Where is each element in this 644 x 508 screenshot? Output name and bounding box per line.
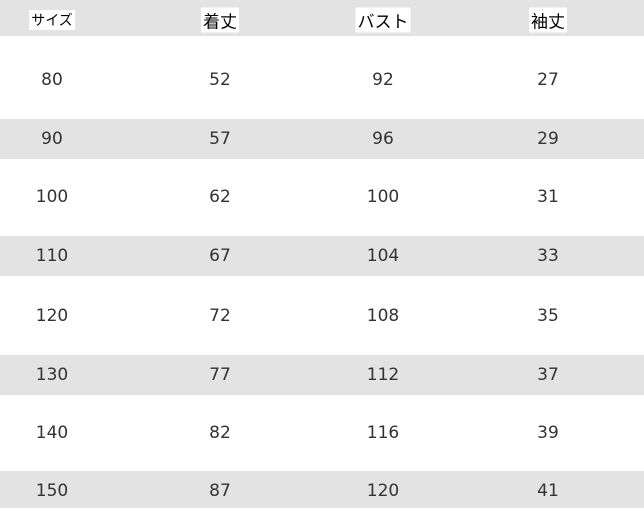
table-cell: 33 xyxy=(537,246,559,266)
table-cell: 120 xyxy=(35,306,69,326)
table-cell: 52 xyxy=(209,70,231,90)
table-cell: 29 xyxy=(537,129,559,149)
table-cell: 90 xyxy=(41,129,63,149)
table-cell: 39 xyxy=(537,423,559,443)
header-cell: 着丈 xyxy=(201,7,239,33)
row-band xyxy=(0,236,644,276)
table-cell: 110 xyxy=(35,246,69,266)
table-cell: 120 xyxy=(366,481,400,501)
table-cell: 150 xyxy=(35,481,69,501)
row-band xyxy=(0,471,644,508)
row-band xyxy=(0,119,644,159)
table-cell: 77 xyxy=(209,365,231,385)
table-cell: 31 xyxy=(537,187,559,207)
table-cell: 62 xyxy=(209,187,231,207)
table-cell: 92 xyxy=(372,70,394,90)
table-cell: 140 xyxy=(35,423,69,443)
header-cell: バスト xyxy=(355,7,411,33)
table-cell: 112 xyxy=(366,365,400,385)
header-cell: サイズ xyxy=(29,10,75,30)
table-cell: 82 xyxy=(209,423,231,443)
row-band xyxy=(0,355,644,395)
table-cell: 72 xyxy=(209,306,231,326)
table-cell: 100 xyxy=(35,187,69,207)
table-cell: 27 xyxy=(537,70,559,90)
table-cell: 108 xyxy=(366,306,400,326)
table-cell: 37 xyxy=(537,365,559,385)
table-cell: 130 xyxy=(35,365,69,385)
table-cell: 41 xyxy=(537,481,559,501)
table-cell: 104 xyxy=(366,246,400,266)
table-cell: 67 xyxy=(209,246,231,266)
header-cell: 袖丈 xyxy=(529,7,567,33)
table-cell: 87 xyxy=(209,481,231,501)
table-cell: 80 xyxy=(41,70,63,90)
table-cell: 35 xyxy=(537,306,559,326)
table-cell: 57 xyxy=(209,129,231,149)
table-cell: 100 xyxy=(366,187,400,207)
table-cell: 116 xyxy=(366,423,400,443)
table-cell: 96 xyxy=(372,129,394,149)
